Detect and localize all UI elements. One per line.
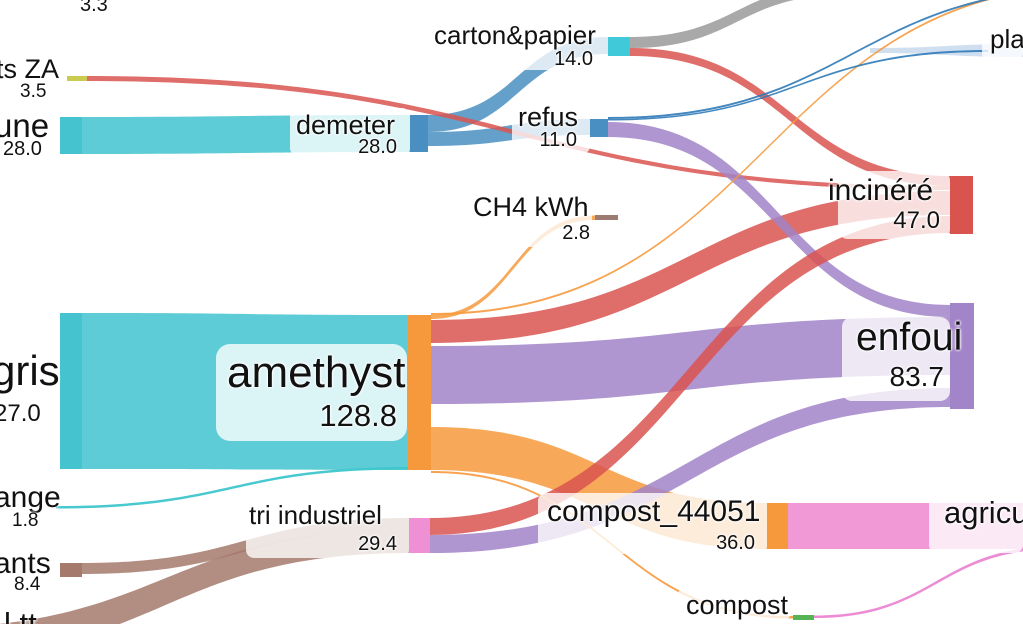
node-gris[interactable] bbox=[60, 313, 82, 469]
flow-tri-enfoui[interactable] bbox=[430, 388, 950, 553]
label-agriculture: agricu bbox=[944, 495, 1023, 530]
node-ch4[interactable] bbox=[595, 215, 618, 220]
value-refus: 11.0 bbox=[539, 129, 577, 151]
flow-amethyst-ch4[interactable] bbox=[431, 215, 595, 320]
value-gris: 27.0 bbox=[0, 400, 41, 427]
value-une: 28.0 bbox=[3, 138, 42, 160]
label-box-plastique bbox=[982, 38, 1023, 59]
flow-carton-incinere[interactable] bbox=[630, 48, 950, 186]
node-enfoui[interactable] bbox=[950, 303, 974, 409]
label-gris: gris bbox=[0, 347, 60, 394]
label-box-compost bbox=[678, 587, 790, 622]
value-ants: 8.4 bbox=[14, 574, 41, 595]
flow-carton-recycle[interactable] bbox=[630, 0, 845, 48]
label-enfoui: enfoui bbox=[856, 316, 963, 359]
label-box-incinere bbox=[838, 171, 950, 239]
flow-refus-enfoui[interactable] bbox=[608, 122, 950, 317]
value-ch4: 2.8 bbox=[562, 222, 590, 244]
flow-ange-amethyst[interactable] bbox=[56, 467, 408, 509]
label-box-ch4 bbox=[468, 189, 592, 247]
label-box-enfoui bbox=[842, 317, 950, 401]
value-demeter: 28.0 bbox=[358, 136, 397, 158]
value-ange: 1.8 bbox=[12, 510, 39, 531]
label-tri: tri industriel bbox=[249, 500, 382, 530]
label-c44051: compost_44051 bbox=[547, 495, 761, 528]
node-ants[interactable] bbox=[60, 563, 82, 577]
flow-tri-incinere[interactable] bbox=[430, 216, 950, 535]
label-ch4: CH4 kWh bbox=[473, 192, 589, 222]
label-box-amethyst bbox=[216, 344, 407, 441]
label-tsza: ts ZA bbox=[0, 54, 60, 84]
node-demeter[interactable] bbox=[410, 115, 428, 152]
label-une: une bbox=[0, 107, 50, 144]
node-c44051[interactable] bbox=[767, 503, 788, 549]
label-bottom-cut: l tt bbox=[4, 606, 37, 624]
label-plastique: pla bbox=[990, 24, 1023, 54]
flow-refus-plastique-1[interactable] bbox=[608, 50, 988, 121]
value-tsza: 3.5 bbox=[20, 81, 47, 102]
value-amethyst: 128.8 bbox=[319, 398, 397, 433]
label-box-carton bbox=[458, 20, 608, 70]
label-demeter: demeter bbox=[296, 110, 396, 140]
node-tsza[interactable] bbox=[67, 76, 87, 81]
value-incinere: 47.0 bbox=[893, 207, 940, 234]
node-tri[interactable] bbox=[409, 518, 430, 553]
flow-compost-right[interactable] bbox=[814, 546, 1023, 618]
label-box-demeter bbox=[290, 108, 410, 156]
node-carton[interactable] bbox=[608, 37, 630, 56]
node-refus[interactable] bbox=[590, 119, 608, 137]
label-box-tri bbox=[246, 495, 409, 558]
label-incinere: incinéré bbox=[828, 174, 934, 207]
node-compost[interactable] bbox=[793, 615, 814, 620]
label-amethyst: amethyst bbox=[227, 348, 406, 397]
value-top-33: 3.3 bbox=[80, 0, 108, 16]
node-amethyst[interactable] bbox=[408, 315, 431, 470]
label-carton: carton&papier bbox=[434, 20, 596, 50]
label-compost: compost bbox=[686, 590, 789, 620]
value-carton: 14.0 bbox=[554, 48, 593, 70]
flow-amethyst-incinere[interactable] bbox=[431, 191, 950, 343]
node-incinere[interactable] bbox=[950, 176, 973, 234]
label-refus: refus bbox=[518, 102, 579, 132]
label-box-c44051 bbox=[538, 493, 767, 554]
label-ange: ange bbox=[0, 481, 61, 514]
label-ants: ants bbox=[0, 547, 51, 580]
value-tri: 29.4 bbox=[358, 533, 397, 555]
label-box-refus bbox=[512, 102, 590, 154]
value-c44051: 36.0 bbox=[716, 532, 755, 554]
flow-amethyst-enfoui[interactable] bbox=[431, 317, 950, 404]
label-box-agriculture bbox=[929, 495, 1023, 553]
value-enfoui: 83.7 bbox=[889, 361, 945, 392]
node-une[interactable] bbox=[60, 117, 82, 154]
